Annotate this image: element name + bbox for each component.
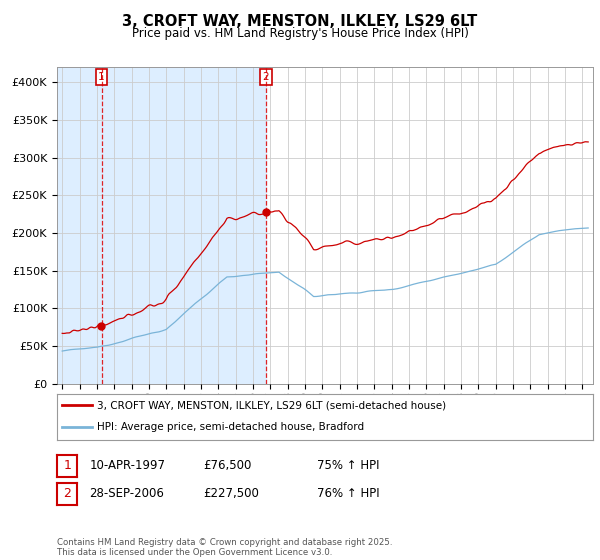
- Text: 76% ↑ HPI: 76% ↑ HPI: [317, 487, 380, 501]
- Text: 1: 1: [63, 459, 71, 473]
- Text: £76,500: £76,500: [203, 459, 252, 473]
- Text: 1: 1: [98, 72, 105, 82]
- Text: 2: 2: [262, 72, 269, 82]
- Text: Contains HM Land Registry data © Crown copyright and database right 2025.
This d: Contains HM Land Registry data © Crown c…: [57, 538, 392, 557]
- Text: 75% ↑ HPI: 75% ↑ HPI: [317, 459, 380, 473]
- Text: 3, CROFT WAY, MENSTON, ILKLEY, LS29 6LT (semi-detached house): 3, CROFT WAY, MENSTON, ILKLEY, LS29 6LT …: [97, 400, 446, 410]
- Text: Price paid vs. HM Land Registry's House Price Index (HPI): Price paid vs. HM Land Registry's House …: [131, 27, 469, 40]
- Text: £227,500: £227,500: [203, 487, 259, 501]
- Text: 2: 2: [63, 487, 71, 501]
- Text: 28-SEP-2006: 28-SEP-2006: [89, 487, 164, 501]
- Text: 3, CROFT WAY, MENSTON, ILKLEY, LS29 6LT: 3, CROFT WAY, MENSTON, ILKLEY, LS29 6LT: [122, 14, 478, 29]
- Bar: [57, 67, 266, 384]
- Text: 10-APR-1997: 10-APR-1997: [89, 459, 166, 473]
- Text: HPI: Average price, semi-detached house, Bradford: HPI: Average price, semi-detached house,…: [97, 422, 364, 432]
